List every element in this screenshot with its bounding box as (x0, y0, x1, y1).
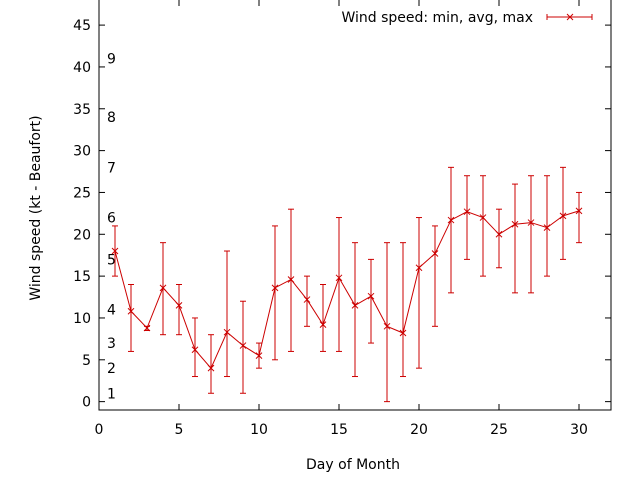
data-point (383, 242, 391, 403)
x-tick-label: 10 (250, 422, 268, 438)
avg-marker (575, 207, 583, 215)
avg-marker (287, 276, 295, 283)
data-point (431, 225, 439, 327)
x-tick-label: 5 (175, 422, 184, 438)
series-wind-speed (111, 166, 583, 403)
y-tick-label: 5 (82, 353, 91, 369)
avg-marker (111, 247, 119, 255)
avg-marker (175, 302, 183, 309)
avg-marker (415, 264, 423, 272)
data-point (255, 342, 263, 369)
data-point (367, 258, 375, 344)
beaufort-label: 7 (107, 160, 116, 176)
x-tick-label: 30 (570, 422, 588, 438)
x-tick-label: 20 (410, 422, 428, 438)
data-point (511, 183, 519, 294)
legend-label: Wind speed: min, avg, max (341, 10, 533, 26)
data-point (463, 175, 471, 260)
y-tick-label: 45 (73, 18, 91, 34)
y-tick-label: 40 (73, 60, 91, 76)
data-point (287, 208, 295, 352)
avg-marker (495, 230, 503, 238)
beaufort-label: 2 (107, 361, 116, 377)
avg-marker (127, 307, 135, 315)
x-tick-label: 0 (95, 422, 104, 438)
y-tick-label: 0 (82, 395, 91, 411)
avg-marker (335, 274, 343, 282)
y-tick-label: 20 (73, 227, 91, 243)
data-point (319, 283, 327, 352)
beaufort-label: 6 (107, 211, 116, 227)
avg-marker (143, 324, 151, 332)
avg-marker (303, 296, 311, 303)
data-point (223, 250, 231, 378)
data-point (335, 217, 343, 352)
avg-marker (463, 208, 471, 216)
beaufort-label: 3 (107, 336, 116, 352)
x-tick-label: 25 (490, 422, 508, 438)
y-tick-label: 25 (73, 185, 91, 201)
data-point (111, 225, 119, 277)
data-point (191, 317, 199, 378)
avg-marker (399, 329, 407, 337)
x-axis-label: Day of Month (306, 457, 400, 473)
data-point (575, 191, 583, 244)
avg-marker (207, 364, 215, 372)
beaufort-label: 8 (107, 110, 116, 126)
avg-marker (239, 342, 247, 349)
y-tick-label: 35 (73, 102, 91, 118)
data-point (479, 175, 487, 277)
axes (98, 0, 612, 411)
avg-marker (479, 214, 487, 221)
data-point (351, 242, 359, 378)
avg-marker (319, 321, 327, 329)
legend-sample-marker (566, 13, 574, 21)
avg-marker (527, 219, 535, 226)
avg-marker (431, 250, 439, 257)
y-tick-label: 15 (73, 269, 91, 285)
y-axis-label: Wind speed (kt - Beaufort) (28, 115, 44, 300)
data-point (303, 275, 311, 327)
beaufort-label: 1 (107, 386, 116, 402)
data-point (495, 208, 503, 269)
data-point (399, 242, 407, 378)
avg-marker (159, 284, 167, 292)
plot-frame (98, 0, 612, 411)
data-point (527, 175, 535, 294)
legend: Wind speed: min, avg, max (341, 10, 593, 26)
beaufort-label: 4 (107, 303, 116, 319)
avg-marker (511, 220, 519, 228)
avg-marker (271, 284, 279, 292)
avg-marker (543, 224, 551, 231)
beaufort-label: 5 (107, 252, 116, 268)
y-tick-label: 30 (73, 144, 91, 160)
y-tick-label: 10 (73, 311, 91, 327)
beaufort-label: 9 (107, 52, 116, 68)
data-point (175, 283, 183, 336)
data-point (415, 217, 423, 369)
data-point (447, 166, 455, 294)
data-point (559, 166, 567, 260)
data-point (159, 242, 167, 336)
avg-marker (191, 346, 199, 354)
avg-marker (223, 328, 231, 336)
avg-marker (383, 322, 391, 330)
data-point (127, 283, 135, 352)
avg-line (114, 210, 580, 370)
avg-marker (351, 302, 359, 309)
avg-marker (447, 216, 455, 224)
avg-marker (559, 212, 567, 220)
beaufort-scale-labels: 1 2 3 4 5 6 7 8 9 (107, 52, 116, 403)
avg-marker (367, 292, 375, 300)
data-point (543, 175, 551, 277)
x-tick-label: 15 (330, 422, 348, 438)
data-point (271, 225, 279, 361)
avg-marker (255, 352, 263, 359)
data-point (143, 324, 151, 332)
data-point (207, 334, 215, 394)
data-point (239, 300, 247, 394)
